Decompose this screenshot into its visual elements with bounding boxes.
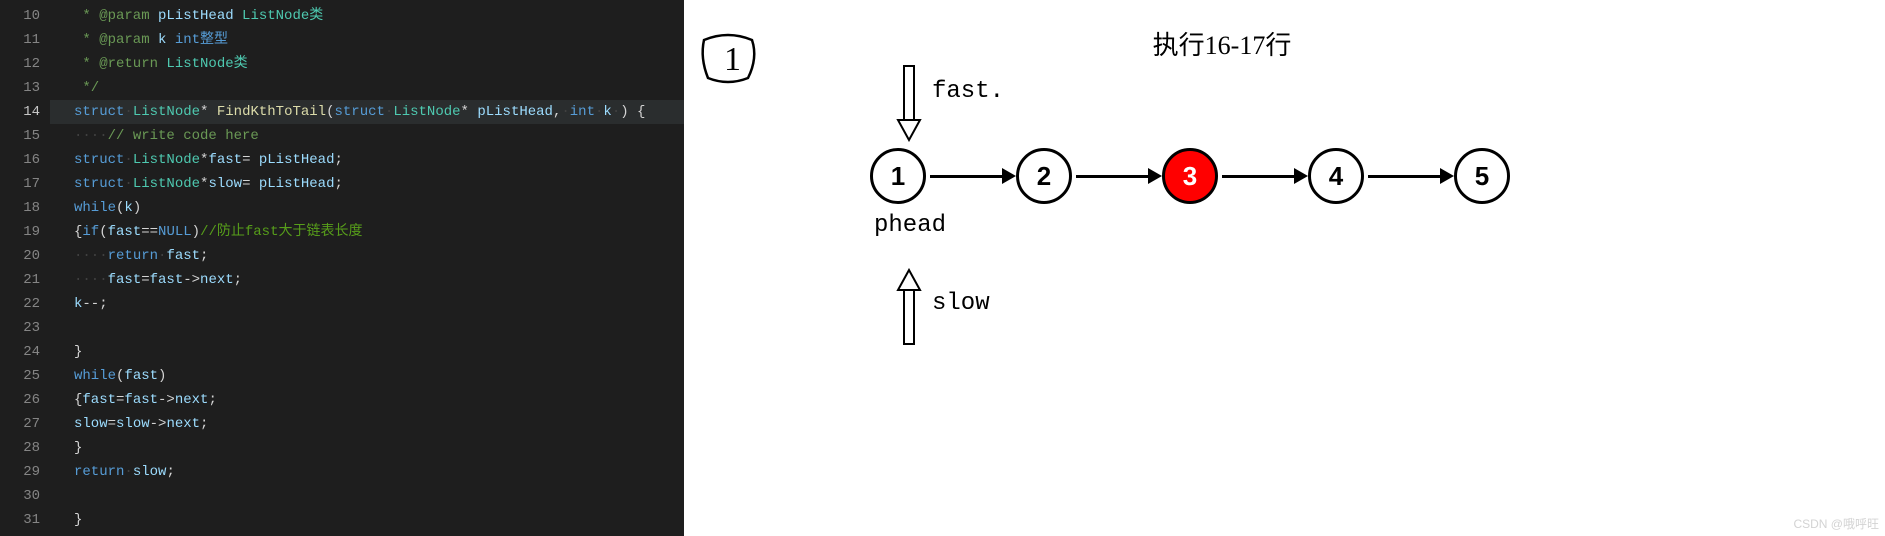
code-line[interactable]: } [50,508,684,532]
line-number: 16 [0,148,40,172]
watermark: CSDN @哦呼旺 [1793,515,1879,532]
code-line[interactable]: while(fast) [50,364,684,388]
line-number: 12 [0,52,40,76]
phead-label: phead [874,212,946,239]
code-line[interactable]: ····fast=fast->next; [50,268,684,292]
line-number: 28 [0,436,40,460]
line-number: 17 [0,172,40,196]
code-line[interactable]: } [50,436,684,460]
code-line[interactable]: slow=slow->next; [50,412,684,436]
line-number: 18 [0,196,40,220]
linked-list: 1 2 3 4 5 [870,148,1510,204]
list-arrow [1072,166,1162,186]
code-line[interactable]: k--; [50,292,684,316]
line-number: 23 [0,316,40,340]
list-node: 5 [1454,148,1510,204]
line-number: 29 [0,460,40,484]
line-number: 15 [0,124,40,148]
slow-arrow [894,268,924,348]
line-number: 25 [0,364,40,388]
code-line[interactable]: {fast=fast->next; [50,388,684,412]
list-node: 1 [870,148,926,204]
list-arrow [1364,166,1454,186]
list-node: 4 [1308,148,1364,204]
code-line[interactable]: struct·ListNode*slow= pListHead; [50,172,684,196]
list-arrow [1218,166,1308,186]
code-line[interactable]: * @param pListHead ListNode类 [50,4,684,28]
fast-arrow [894,62,924,142]
line-number: 11 [0,28,40,52]
step-number-circle: 1 [692,28,764,88]
list-node: 3 [1162,148,1218,204]
code-line[interactable]: return·slow; [50,460,684,484]
line-number: 10 [0,4,40,28]
code-line[interactable] [50,484,684,508]
fast-label: fast. [932,78,1004,105]
line-number-gutter: 1011121314151617181920212223242526272829… [0,0,50,536]
code-line[interactable]: ····// write code here [50,124,684,148]
line-number: 30 [0,484,40,508]
code-line[interactable]: } [50,340,684,364]
list-arrow [926,166,1016,186]
line-number: 14 [0,100,40,124]
line-number: 31 [0,508,40,532]
line-number: 13 [0,76,40,100]
slow-label: slow [932,290,990,317]
line-number: 19 [0,220,40,244]
code-editor[interactable]: 1011121314151617181920212223242526272829… [0,0,684,536]
step-number: 1 [724,41,741,78]
line-number: 21 [0,268,40,292]
code-line[interactable]: */ [50,76,684,100]
code-line[interactable]: * @return ListNode类 [50,52,684,76]
code-line[interactable]: {if(fast==NULL)//防止fast大于链表长度 [50,220,684,244]
code-content[interactable]: * @param pListHead ListNode类 * @param k … [50,0,684,536]
code-line[interactable]: struct·ListNode*fast= pListHead; [50,148,684,172]
list-node: 2 [1016,148,1072,204]
code-line[interactable]: struct·ListNode* FindKthToTail(struct·Li… [50,100,684,124]
diagram-pane: 1 执行16-17行 fast. 1 2 3 4 5 phead slow CSDN @… [684,0,1885,536]
line-number: 24 [0,340,40,364]
line-number: 22 [0,292,40,316]
line-number: 27 [0,412,40,436]
diagram-title: 执行16-17行 [1022,25,1422,62]
code-line[interactable]: while(k) [50,196,684,220]
line-number: 20 [0,244,40,268]
code-line[interactable]: ····return·fast; [50,244,684,268]
line-number: 26 [0,388,40,412]
code-line[interactable] [50,316,684,340]
code-line[interactable]: * @param k int整型 [50,28,684,52]
